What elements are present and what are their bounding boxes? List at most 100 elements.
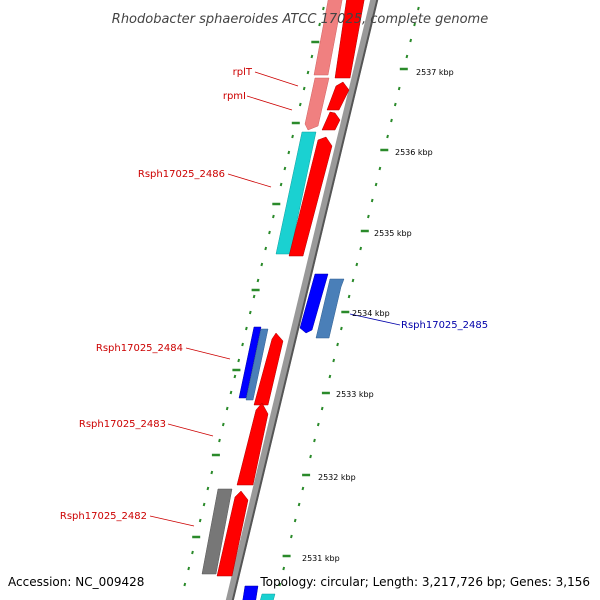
gene-labels: rplT rpmI Rsph17025_2486 Rsph17025_2485 … (60, 67, 488, 522)
left-track-dot (264, 246, 268, 251)
gene-arrow-red-7 (216, 490, 249, 577)
tick-label-2532: 2532 kbp (318, 473, 356, 482)
gene-label-rsph2483: Rsph17025_2483 (79, 419, 166, 430)
left-track-dot (233, 374, 237, 379)
leader-rsph2485 (349, 313, 401, 326)
right-track-dot (393, 102, 397, 107)
left-track-dot (306, 70, 310, 75)
gene-arrow-rplT-body (304, 77, 330, 131)
gene-arrow-rsph2485-steel (315, 278, 345, 339)
tick-label-2535: 2535 kbp (374, 229, 412, 238)
gene-arrow-red-6 (236, 402, 269, 486)
gene-arrow-rsph2485-blue (299, 273, 329, 334)
left-track-dot (237, 358, 241, 363)
gene-label-rpmI: rpmI (223, 91, 246, 102)
genes (201, 0, 365, 600)
right-track-dot (367, 214, 370, 219)
tick-label-2533: 2533 kbp (336, 390, 374, 399)
leader-rsph2483 (167, 423, 214, 437)
right-track-dot (297, 502, 301, 507)
tick-label-2531: 2531 kbp (302, 554, 340, 563)
leader-rsph2482 (149, 515, 195, 527)
left-track-dot (260, 262, 264, 267)
right-track-dot (370, 198, 374, 203)
left-track-dot (221, 422, 225, 427)
left-track-dot (283, 166, 287, 171)
gene-label-rplT: rplT (233, 67, 253, 78)
left-track-dot (279, 182, 283, 187)
left-track-dot (302, 86, 306, 91)
right-track-dot (347, 294, 351, 299)
gene-label-rsph2482: Rsph17025_2482 (60, 511, 147, 522)
gene-label-rsph2486: Rsph17025_2486 (138, 169, 225, 180)
accession-text: Accession: NC_009428 (8, 575, 144, 589)
left-track-dot (272, 214, 275, 219)
right-track-dot (409, 38, 413, 43)
right-track-dot (397, 86, 401, 91)
right-track-dot (282, 566, 286, 571)
gene-arrow-bottom-cyan (260, 593, 276, 600)
right-track-dot (390, 118, 393, 123)
right-track-dot (313, 438, 316, 443)
tick-label-2537: 2537 kbp (416, 68, 454, 77)
left-track-dot (248, 310, 252, 315)
topology-text: Topology: circular; Length: 3,217,726 bp… (259, 575, 590, 589)
gene-arrow-red-4 (288, 136, 333, 257)
right-track-dot (332, 358, 336, 363)
gene-arrow-red-3 (321, 111, 341, 131)
left-track-dot (245, 326, 248, 331)
left-track-dot (241, 342, 244, 347)
tick-label-2534: 2534 kbp (352, 309, 390, 318)
gene-arrow-red-1 (334, 0, 365, 79)
right-track-dot (355, 262, 359, 267)
right-track-dot (278, 582, 282, 587)
leader-rpmI (246, 95, 293, 111)
right-track-dot (328, 374, 332, 379)
map-title: Rhodobacter sphaeroides ATCC 17025, comp… (112, 12, 488, 27)
leader-rsph2486 (227, 173, 272, 188)
left-track-dot (298, 102, 302, 107)
right-track-dot (316, 422, 320, 427)
right-track-dot (374, 182, 378, 187)
right-track-dot (378, 166, 382, 171)
left-track-dot (291, 134, 294, 139)
tick-labels: 2537 kbp 2536 kbp 2535 kbp 2534 kbp 2533… (302, 68, 454, 563)
left-track-dot (183, 582, 187, 587)
left-track-dot (187, 566, 191, 571)
left-track-dot (225, 406, 229, 411)
gene-arrow-rsph2484-blue (238, 326, 262, 399)
gene-label-rsph2485: Rsph17025_2485 (401, 320, 488, 331)
left-track-dot (318, 22, 321, 27)
right-track-dot (351, 278, 355, 283)
left-track-dot (268, 230, 271, 235)
right-track-dot (290, 534, 293, 539)
right-track-dot (386, 134, 389, 139)
right-track-dot (336, 342, 339, 347)
left-track-dot (287, 150, 291, 155)
tick-tracks (183, 6, 420, 587)
gene-label-rsph2484: Rsph17025_2484 (96, 343, 183, 354)
left-track-dot (322, 6, 325, 11)
left-track-dot (310, 54, 314, 59)
right-track-dot (413, 22, 416, 27)
right-track-dot (309, 454, 312, 459)
gene-arrow-rsph2482-grey (201, 488, 233, 575)
leader-rplT (254, 71, 299, 87)
gene-arrow-bottom-blue (242, 585, 259, 600)
right-track-dot (340, 326, 343, 331)
backbone-shade (231, 0, 379, 600)
leader-rsph2484 (185, 347, 231, 360)
right-track-dot (417, 6, 420, 11)
right-track-dot (405, 54, 409, 59)
right-track-dot (301, 486, 305, 491)
left-track-dot (198, 518, 202, 523)
left-track-dot (210, 470, 214, 475)
right-track-dot (320, 406, 324, 411)
left-track-dot (229, 390, 233, 395)
gene-arrow-rsph2484-steel (245, 328, 269, 401)
right-track-dot (359, 246, 363, 251)
left-track-dot (202, 502, 206, 507)
gene-arrow-red-2 (326, 81, 350, 111)
